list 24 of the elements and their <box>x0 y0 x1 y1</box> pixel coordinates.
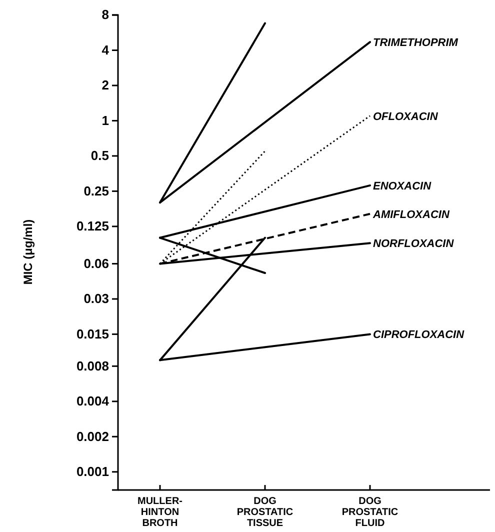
series-label: ENOXACIN <box>373 180 432 192</box>
x-tick-label: DOG PROSTATIC TISSUE <box>236 496 294 529</box>
y-tick-label: 0.5 <box>90 148 109 164</box>
series-label: OFLOXACIN <box>373 110 439 123</box>
y-tick-label: 0.008 <box>76 358 109 374</box>
y-axis-title: MIC (μg/ml) <box>21 219 35 285</box>
y-tick-label: 0.06 <box>84 256 109 271</box>
y-tick-label: 0.25 <box>84 183 109 198</box>
series-label: CIPROFLOXACIN <box>373 329 466 342</box>
series-label: NORFLOXACIN <box>373 238 455 250</box>
y-tick-label: 0.001 <box>76 464 109 480</box>
series-label: TRIMETHOPRIM <box>373 37 459 50</box>
x-tick-label: MULLER- HINTON BROTH <box>138 496 182 529</box>
y-tick-label: 0.004 <box>76 394 110 409</box>
x-tick-label: DOG PROSTATIC FLUID <box>342 496 398 529</box>
y-tick-label: 0.002 <box>76 428 109 444</box>
y-tick-label: 4 <box>102 42 110 58</box>
y-tick-label: 2 <box>102 78 109 93</box>
y-tick-label: 8 <box>102 7 109 22</box>
y-tick-label: 0.03 <box>84 291 109 306</box>
y-tick-label: 0.015 <box>76 326 109 342</box>
y-tick-label: 0.125 <box>76 218 109 234</box>
series-label: AMIFLOXACIN <box>372 208 450 221</box>
y-tick-label: 1 <box>102 112 109 128</box>
